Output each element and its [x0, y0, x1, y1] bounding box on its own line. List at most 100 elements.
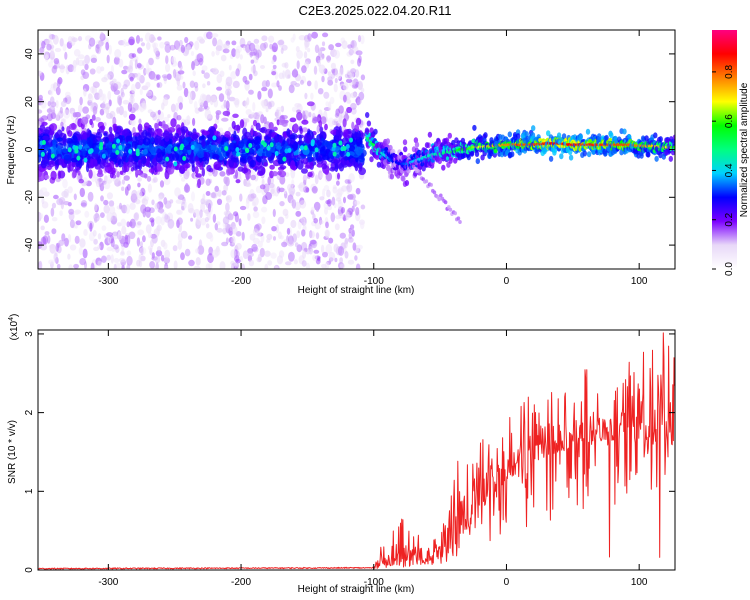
noise-dot [82, 248, 88, 259]
noise-dot [48, 259, 55, 265]
x-tick-label: 0 [504, 276, 510, 287]
noise-dot [190, 51, 195, 56]
noise-dot [225, 237, 229, 244]
noise-dot [239, 193, 243, 202]
noise-dot [104, 103, 111, 110]
noise-dot [349, 193, 356, 200]
noise-dot [300, 217, 306, 223]
noise-band-dot [89, 118, 93, 126]
noise-band-dot [298, 134, 302, 144]
noise-dot [59, 210, 63, 217]
noise-dot [288, 84, 295, 94]
noise-band-dot [237, 166, 244, 172]
y-tick-label: 2 [24, 409, 35, 415]
noise-dot [271, 59, 275, 65]
noise-dot [176, 77, 181, 86]
noise-dot [122, 99, 130, 105]
noise-dot [131, 189, 138, 200]
noise-dot [177, 240, 183, 250]
ridge-halo [653, 132, 658, 139]
noise-dot [352, 79, 356, 86]
noise-band-dot [161, 120, 166, 128]
noise-dot [192, 70, 196, 77]
noise-band-dot [125, 135, 133, 141]
noise-dot [308, 248, 314, 254]
noise-dot [155, 55, 160, 60]
noise-dot [280, 47, 284, 54]
ridge-halo [369, 156, 374, 163]
noise-band-dot [355, 157, 359, 162]
noise-dot [79, 96, 83, 106]
noise-band-dot [293, 123, 299, 131]
noise-band-dot [354, 162, 359, 172]
noise-dot [103, 181, 111, 190]
noise-peak-dot [99, 142, 104, 147]
noise-band-dot [170, 118, 177, 128]
noise-peak-dot [342, 146, 347, 151]
noise-dot [281, 241, 288, 248]
ridge-halo [510, 151, 515, 158]
spectrogram-xlabel: Height of straight line (km) [298, 285, 415, 296]
noise-band-dot [61, 126, 65, 132]
noise-band-dot [257, 165, 266, 176]
noise-band-dot [95, 131, 103, 139]
noise-band-dot [296, 111, 303, 121]
noise-band-dot [242, 127, 248, 136]
noise-peak-dot [236, 151, 241, 157]
noise-dot [53, 64, 58, 70]
noise-dot [282, 70, 286, 80]
noise-dot [294, 103, 301, 108]
noise-band-dot [77, 170, 81, 176]
noise-dot [47, 235, 51, 244]
noise-dot [255, 223, 262, 231]
noise-dot [68, 264, 73, 269]
noise-band-dot [316, 139, 322, 147]
noise-dot [255, 49, 262, 58]
noise-dot [283, 188, 287, 195]
noise-dot [173, 260, 178, 269]
noise-dot [51, 217, 58, 222]
noise-band-dot [334, 163, 339, 173]
noise-band-dot [206, 164, 212, 172]
noise-band-dot [277, 170, 282, 176]
noise-peak-dot [101, 153, 106, 159]
noise-dot [67, 64, 75, 73]
noise-band-dot [52, 139, 57, 146]
noise-dot [42, 235, 48, 245]
noise-dot [165, 55, 169, 65]
noise-band-dot [62, 138, 67, 147]
noise-band-dot [335, 129, 340, 136]
noise-dot [222, 48, 230, 54]
noise-dot [327, 198, 332, 207]
noise-dot [326, 189, 331, 198]
noise-dot [346, 99, 352, 104]
noise-dot [271, 226, 277, 232]
colorbar-tick-label: 0.0 [724, 262, 735, 276]
noise-band-dot [142, 129, 148, 139]
noise-dot [155, 249, 163, 257]
noise-dot [135, 81, 141, 90]
noise-dot [323, 202, 329, 209]
noise-peak-dot [115, 150, 120, 155]
noise-dot [231, 40, 237, 46]
noise-dot [294, 242, 299, 248]
noise-peak-dot [338, 140, 343, 146]
noise-band-dot [337, 172, 340, 180]
noise-dot [216, 39, 223, 50]
noise-band-dot [158, 121, 163, 127]
noise-dot [354, 255, 358, 261]
noise-band-dot [293, 141, 299, 151]
noise-dot [155, 216, 162, 225]
noise-band-dot [224, 130, 231, 138]
noise-dot [310, 206, 315, 212]
noise-dot [136, 190, 143, 199]
noise-dot [357, 35, 362, 43]
noise-dot [327, 76, 333, 83]
noise-band-dot [103, 162, 111, 168]
noise-dot [241, 263, 246, 269]
noise-band-dot [123, 175, 130, 181]
noise-dot [115, 262, 121, 269]
noise-dot [248, 73, 253, 81]
noise-dot [77, 36, 83, 42]
noise-dot [343, 94, 347, 103]
